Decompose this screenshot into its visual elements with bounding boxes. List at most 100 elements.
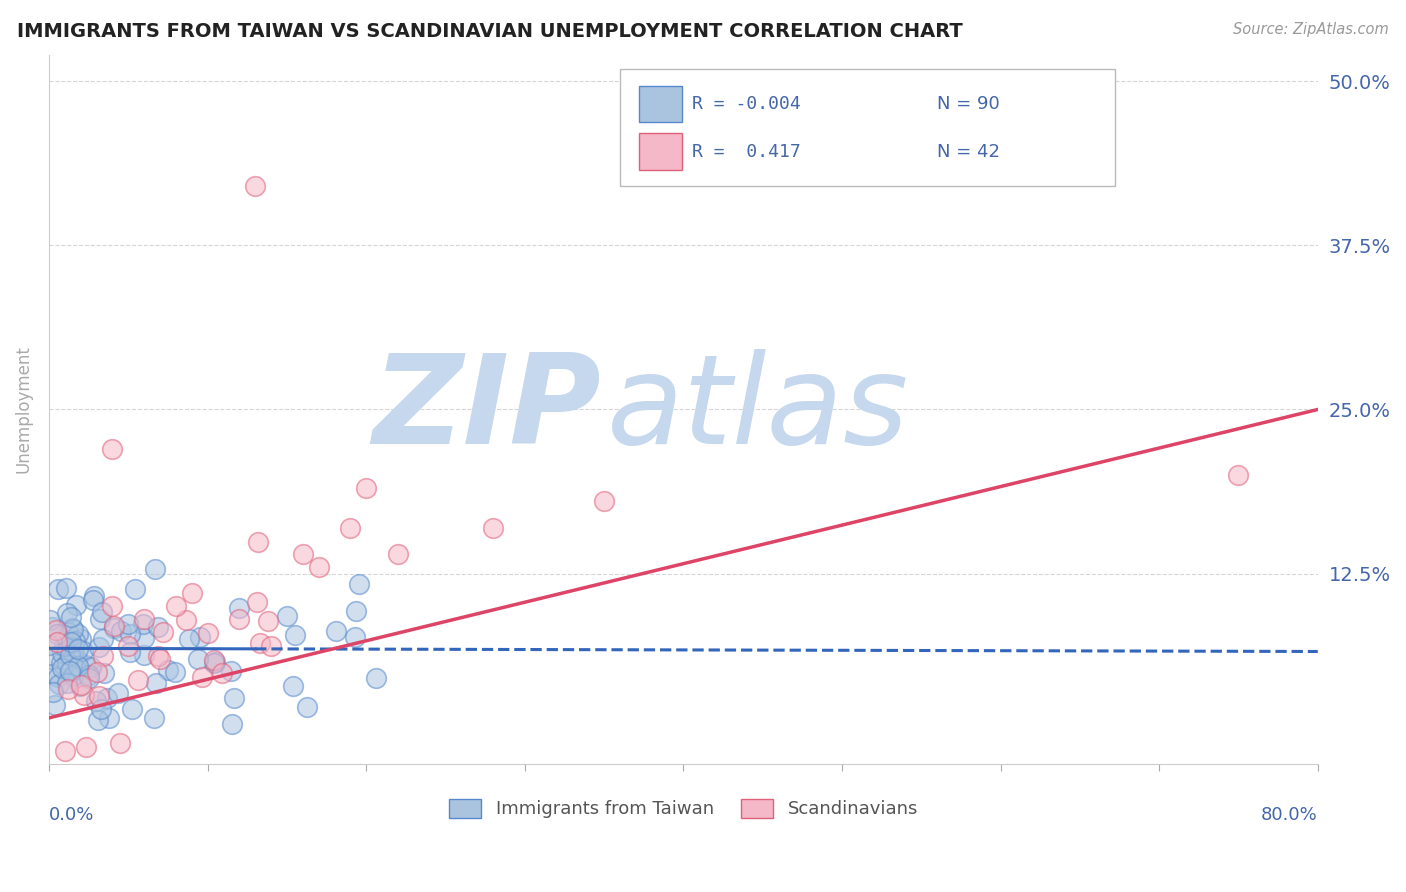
Point bbox=[156, 663, 179, 677]
Point bbox=[134, 648, 156, 662]
Point bbox=[132, 616, 155, 631]
Point bbox=[60, 621, 83, 635]
Point bbox=[73, 688, 96, 702]
Point bbox=[63, 634, 86, 648]
Point bbox=[91, 605, 114, 619]
Point bbox=[143, 711, 166, 725]
Point bbox=[89, 640, 111, 655]
Point bbox=[63, 640, 86, 654]
Point bbox=[56, 607, 79, 621]
Text: N = 90: N = 90 bbox=[938, 95, 1000, 113]
Point bbox=[152, 624, 174, 639]
Point bbox=[59, 610, 82, 624]
Point bbox=[308, 560, 330, 574]
Point bbox=[62, 669, 84, 683]
Point bbox=[52, 639, 75, 653]
Point bbox=[101, 442, 124, 456]
Point bbox=[62, 648, 84, 662]
Point bbox=[80, 659, 103, 673]
Point bbox=[65, 598, 87, 612]
Point bbox=[354, 481, 377, 495]
Point bbox=[69, 679, 91, 693]
Point bbox=[65, 652, 87, 666]
Point bbox=[96, 690, 118, 705]
Point bbox=[482, 520, 505, 534]
Point bbox=[180, 586, 202, 600]
Point bbox=[174, 613, 197, 627]
Point bbox=[39, 613, 62, 627]
Point bbox=[48, 670, 70, 684]
Point bbox=[188, 630, 211, 644]
Point bbox=[75, 657, 97, 672]
Point bbox=[124, 582, 146, 597]
Point bbox=[44, 698, 66, 713]
Point bbox=[51, 646, 73, 660]
Point bbox=[121, 702, 143, 716]
Point bbox=[344, 604, 367, 618]
Point bbox=[62, 622, 84, 636]
Point bbox=[41, 667, 63, 681]
Point bbox=[59, 665, 82, 679]
Point bbox=[87, 689, 110, 703]
Point bbox=[260, 639, 283, 653]
Legend: Immigrants from Taiwan, Scandinavians: Immigrants from Taiwan, Scandinavians bbox=[441, 791, 925, 826]
Point bbox=[202, 653, 225, 667]
Text: R = -0.004: R = -0.004 bbox=[692, 95, 801, 113]
Point bbox=[249, 636, 271, 650]
Point bbox=[145, 675, 167, 690]
Point bbox=[204, 656, 226, 670]
Point bbox=[72, 644, 94, 658]
Point bbox=[87, 713, 110, 727]
Point bbox=[295, 700, 318, 714]
Point bbox=[51, 661, 73, 675]
Text: 0.0%: 0.0% bbox=[49, 806, 94, 824]
Point bbox=[42, 685, 65, 699]
Point bbox=[90, 702, 112, 716]
Point bbox=[59, 648, 82, 662]
Point bbox=[127, 673, 149, 687]
Point bbox=[108, 736, 131, 750]
Point bbox=[75, 739, 97, 754]
Point bbox=[77, 668, 100, 682]
Point bbox=[91, 632, 114, 646]
Point bbox=[118, 627, 141, 641]
Point bbox=[45, 627, 67, 641]
Point bbox=[222, 690, 245, 705]
Point bbox=[325, 624, 347, 638]
Point bbox=[91, 648, 114, 663]
Point bbox=[53, 744, 76, 758]
Point bbox=[284, 628, 307, 642]
Point bbox=[46, 634, 69, 648]
Point bbox=[211, 666, 233, 681]
Point bbox=[41, 652, 63, 666]
Point bbox=[221, 717, 243, 731]
Point bbox=[56, 625, 79, 640]
Point bbox=[149, 652, 172, 666]
Text: R =  0.417: R = 0.417 bbox=[692, 144, 801, 161]
Point bbox=[84, 694, 107, 708]
Point bbox=[56, 656, 79, 670]
Point bbox=[163, 665, 186, 679]
Text: N = 42: N = 42 bbox=[938, 144, 1000, 161]
Point bbox=[101, 599, 124, 614]
Text: ZIP: ZIP bbox=[373, 349, 600, 470]
Point bbox=[110, 624, 132, 639]
Point bbox=[55, 581, 77, 595]
Point bbox=[117, 639, 139, 653]
Point bbox=[103, 621, 125, 635]
Point bbox=[281, 680, 304, 694]
Point bbox=[98, 710, 121, 724]
Point bbox=[48, 677, 70, 691]
Text: atlas: atlas bbox=[607, 349, 910, 470]
Point bbox=[86, 665, 108, 679]
Point bbox=[77, 672, 100, 686]
Point bbox=[89, 612, 111, 626]
Point bbox=[165, 599, 187, 614]
Point bbox=[228, 612, 250, 626]
Point bbox=[246, 595, 269, 609]
Point bbox=[83, 589, 105, 603]
Point bbox=[146, 649, 169, 664]
Point bbox=[243, 179, 266, 194]
Point bbox=[146, 620, 169, 634]
Point bbox=[219, 664, 242, 678]
